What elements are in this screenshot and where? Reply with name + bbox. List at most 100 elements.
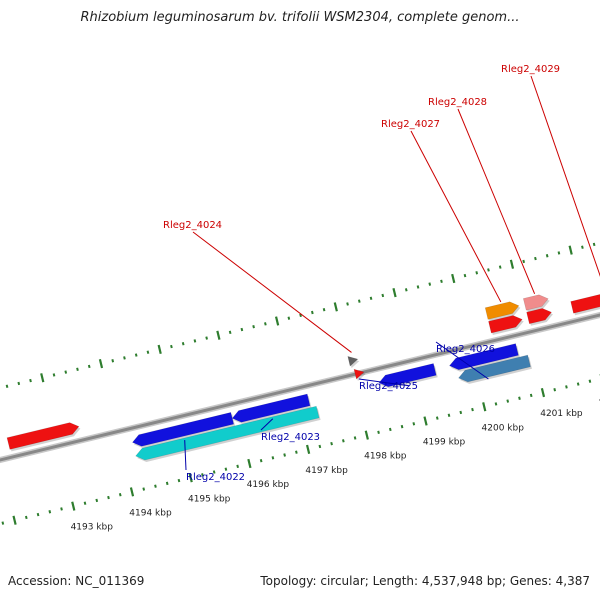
lower-tick-mark <box>459 410 463 415</box>
upper-tick-mark <box>311 310 314 315</box>
scale-tick-label: 4198 kbp <box>364 452 407 462</box>
lower-tick-mark <box>529 393 533 398</box>
lower-tick-mark <box>412 422 416 426</box>
gene-rleg2-4023-feature[interactable] <box>135 405 320 461</box>
upper-tick-mark <box>592 242 596 247</box>
lower-tick-mark <box>553 388 557 392</box>
upper-tick-mark <box>498 265 502 269</box>
lower-tick-mark <box>142 487 146 491</box>
upper-tick-mark <box>216 330 221 340</box>
lower-tick-mark <box>36 512 40 517</box>
gene-rleg2-4026-feature[interactable] <box>458 354 531 383</box>
backbone-line <box>0 313 600 462</box>
lower-tick-mark <box>506 399 510 403</box>
accession-label: Accession: NC_011369 <box>8 574 145 588</box>
lower-tick-mark <box>48 510 52 514</box>
upper-tick-mark <box>381 293 385 298</box>
upper-tick-mark <box>404 288 408 292</box>
lower-tick-mark <box>236 464 239 469</box>
upper-tick-mark <box>299 313 302 318</box>
gene-rleg2-4024[interactable] <box>347 355 359 367</box>
lower-tick-mark <box>201 473 204 477</box>
gene-rleg2-4022[interactable] <box>132 412 235 447</box>
gene-label-leader <box>457 108 536 294</box>
lower-tick-mark <box>1 521 5 525</box>
upper-tick-mark <box>64 370 68 374</box>
lower-tick-mark <box>271 456 275 460</box>
upper-tick-mark <box>440 279 443 283</box>
gene-rleg2-4029[interactable] <box>570 286 600 314</box>
upper-tick-mark <box>123 356 126 360</box>
lower-tick-mark <box>154 484 157 488</box>
scale-tick-label: 4201 kbp <box>540 409 583 419</box>
scale-tick-label: 4196 kbp <box>247 480 290 490</box>
gene-label-rleg2-4025[interactable]: Rleg2_4025 <box>359 381 418 392</box>
upper-tick-mark <box>264 322 267 326</box>
upper-tick-mark <box>487 268 490 272</box>
gene-rleg2-4028[interactable] <box>522 294 549 311</box>
gene-rleg2-4027[interactable] <box>484 301 520 320</box>
lower-tick-mark <box>83 501 87 505</box>
upper-tick-mark <box>111 359 115 363</box>
gene-label-rleg2-4024[interactable]: Rleg2_4024 <box>163 220 222 231</box>
upper-tick-mark <box>170 344 173 349</box>
upper-tick-mark <box>17 381 21 386</box>
upper-tick-mark <box>146 350 150 354</box>
gene-label-leader <box>192 231 352 353</box>
upper-tick-mark <box>509 259 515 269</box>
lower-tick-mark <box>165 481 169 486</box>
lower-tick-mark <box>471 407 474 412</box>
scale-tick-label: 4193 kbp <box>71 523 114 533</box>
upper-tick-mark <box>240 327 244 332</box>
upper-tick-mark <box>346 302 349 306</box>
gene-label-leader <box>184 440 187 471</box>
gene-forward-gene-left[interactable] <box>6 422 80 450</box>
lower-tick-mark <box>342 439 345 443</box>
upper-tick-mark <box>416 285 420 289</box>
lower-tick-mark <box>305 444 311 454</box>
lower-tick-mark <box>283 453 286 457</box>
lower-tick-mark <box>295 450 298 454</box>
upper-tick-mark <box>252 324 255 329</box>
gene-label-rleg2-4022[interactable]: Rleg2_4022 <box>186 472 245 483</box>
upper-tick-mark <box>134 353 138 357</box>
gene-label-rleg2-4026[interactable]: Rleg2_4026 <box>436 344 495 355</box>
lower-tick-mark <box>565 385 568 389</box>
upper-tick-mark <box>5 384 9 388</box>
upper-tick-mark <box>274 316 280 326</box>
lower-tick-mark <box>107 495 110 500</box>
upper-tick-mark <box>287 316 291 320</box>
lower-tick-mark <box>377 430 380 434</box>
gene-rleg2-4028-feature[interactable] <box>526 308 552 325</box>
gene-label-leader <box>410 130 502 303</box>
gene-label-rleg2-4028[interactable]: Rleg2_4028 <box>428 97 487 108</box>
lower-tick-mark <box>518 396 521 400</box>
gene-label-rleg2-4023[interactable]: Rleg2_4023 <box>261 432 320 443</box>
upper-tick-mark <box>40 373 45 383</box>
gene-rleg2-4023[interactable] <box>231 393 311 423</box>
gene-rleg2-4024-feature[interactable] <box>353 368 365 380</box>
lower-tick-mark <box>177 478 181 483</box>
lower-tick-mark <box>364 430 369 440</box>
lower-tick-mark <box>447 413 451 417</box>
lower-tick-mark <box>353 436 357 440</box>
lower-tick-mark <box>423 416 428 426</box>
gene-rleg2-4027-feature[interactable] <box>488 315 523 334</box>
upper-tick-mark <box>428 282 432 286</box>
upper-tick-mark <box>205 336 208 340</box>
gene-label-rleg2-4027[interactable]: Rleg2_4027 <box>381 119 440 130</box>
lower-tick-mark <box>247 458 252 469</box>
map-title: Rhizobium leguminosarum bv. trifolii WSM… <box>80 10 520 25</box>
upper-tick-mark <box>29 378 32 383</box>
gene-label-rleg2-4029[interactable]: Rleg2_4029 <box>501 64 560 75</box>
upper-tick-mark <box>534 256 537 261</box>
upper-tick-mark <box>357 299 361 303</box>
lower-tick-mark <box>388 427 392 432</box>
lower-tick-mark <box>118 493 122 497</box>
scale-tick-label: 4194 kbp <box>129 508 172 518</box>
upper-tick-mark <box>157 344 162 355</box>
gene-rleg2-4025[interactable] <box>378 363 437 388</box>
lower-tick-mark <box>259 458 263 463</box>
lower-tick-mark <box>576 382 580 386</box>
gene-label-leader <box>358 378 410 387</box>
